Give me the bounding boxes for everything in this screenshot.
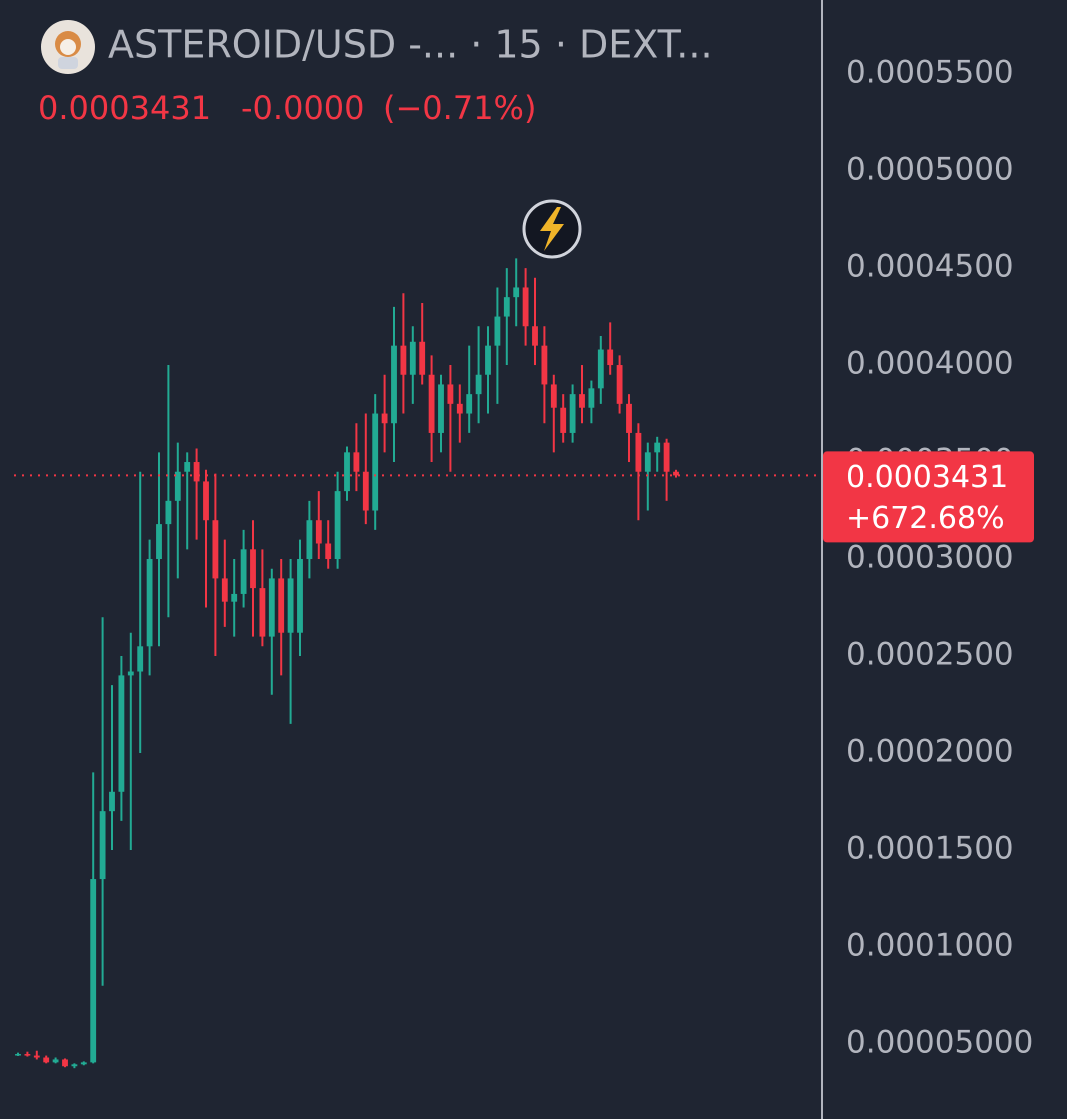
candle-body (362, 471, 369, 511)
candle-body (560, 407, 567, 433)
last-price-label: 0.0003431 +672.68% (823, 451, 1034, 543)
plot-area (14, 258, 820, 1069)
candle-body (654, 442, 661, 453)
candle-body (522, 287, 529, 327)
candle-body (597, 349, 604, 389)
candle-body (419, 341, 426, 375)
candle-body (344, 452, 350, 492)
candle-body (231, 593, 238, 602)
candle-body (165, 500, 172, 525)
candle-body (503, 297, 510, 317)
candle-body (353, 452, 360, 472)
candle-body (109, 791, 115, 812)
candle-body (156, 524, 162, 560)
y-tick-label: 0.0001000 (846, 927, 1014, 963)
candle-body (466, 394, 473, 414)
candle-body (297, 559, 303, 633)
candle-body (203, 481, 209, 521)
candle-body (475, 374, 482, 395)
candle-body (673, 471, 679, 476)
y-tick-label: 0.0005500 (846, 55, 1014, 91)
y-tick-label: 0.0004500 (846, 249, 1014, 285)
candle-body (513, 287, 520, 298)
candle-body (372, 413, 379, 511)
last-price-axis-value: 0.0003431 (846, 460, 1008, 495)
price-change: -0.0000 (241, 89, 365, 127)
candle-body (24, 1054, 31, 1056)
candle-body (184, 462, 191, 472)
candle-body (118, 675, 125, 792)
last-price-box (823, 451, 1034, 543)
candle-body (447, 384, 454, 404)
candle-body (80, 1062, 87, 1065)
candle-body (15, 1054, 21, 1056)
y-tick-label: 0.0004000 (846, 346, 1014, 382)
candle-body (485, 345, 491, 375)
candle-body (616, 365, 623, 404)
candle-body (193, 462, 200, 482)
y-tick-label: 0.0003000 (846, 540, 1014, 576)
candle-body (644, 452, 651, 472)
candle-body (381, 413, 388, 424)
chart-title: ASTEROID/USD -... · 15 · DEXT... (108, 23, 713, 67)
candle-body (250, 549, 256, 589)
candle-body (494, 316, 501, 346)
candle-body (268, 578, 275, 637)
candle-body (569, 394, 576, 433)
candle-body (137, 646, 144, 672)
candle-body (532, 326, 538, 346)
symbol-logo (41, 20, 95, 74)
candle-body (174, 471, 181, 501)
candle-body (90, 879, 97, 1063)
candle-body (588, 388, 595, 408)
candle-body (438, 384, 444, 433)
candle-body (306, 520, 313, 560)
y-tick-label: 0.0002000 (846, 733, 1014, 769)
candle-body (456, 403, 463, 414)
y-tick-label: 0.0005000 (846, 152, 1014, 188)
candle-body (71, 1064, 78, 1067)
candle-body (33, 1055, 40, 1058)
candle-body (635, 432, 642, 472)
candle-body (315, 520, 322, 544)
candle-body (221, 578, 228, 602)
candle-body (400, 345, 407, 375)
candle-body (240, 549, 247, 594)
candle-body (334, 491, 341, 560)
candle-body (278, 578, 285, 633)
candle-body (212, 520, 219, 579)
candle-body (428, 374, 435, 433)
total-change-label: +672.68% (846, 501, 1005, 536)
candle-body (391, 345, 397, 424)
candle-body (325, 543, 332, 560)
candle-body (62, 1059, 68, 1067)
candle-body (663, 442, 670, 472)
price-change-percent: (−0.71%) (383, 89, 536, 127)
event-marker[interactable] (522, 199, 582, 259)
y-tick-label: 0.0001500 (846, 830, 1014, 866)
candle-body (550, 384, 557, 408)
candle-body (52, 1059, 59, 1063)
candle-body (43, 1057, 50, 1063)
candle-body (99, 811, 106, 880)
candle-body (127, 671, 134, 676)
candle-body (259, 588, 266, 637)
candle-body (409, 341, 416, 375)
y-tick-label: 0.00005000 (846, 1024, 1033, 1060)
candle-body (287, 578, 294, 633)
candle-body (541, 345, 548, 385)
candle-body (626, 403, 632, 433)
last-price: 0.0003431 (38, 89, 211, 127)
y-tick-label: 0.0002500 (846, 636, 1014, 672)
candle-body (607, 349, 614, 366)
candle-body (146, 559, 153, 647)
candle-body (579, 394, 585, 408)
